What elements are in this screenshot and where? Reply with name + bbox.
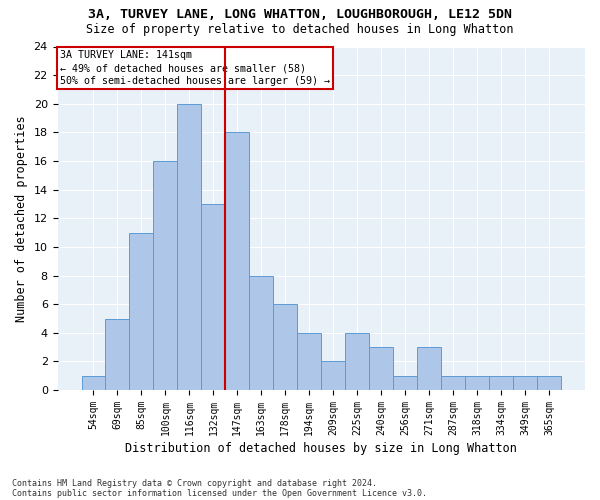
Bar	[393, 376, 417, 390]
Bar	[489, 376, 513, 390]
Bar	[154, 161, 178, 390]
Text: Size of property relative to detached houses in Long Whatton: Size of property relative to detached ho…	[86, 22, 514, 36]
Bar	[417, 347, 441, 390]
Bar	[369, 347, 393, 390]
Text: 3A TURVEY LANE: 141sqm
← 49% of detached houses are smaller (58)
50% of semi-det: 3A TURVEY LANE: 141sqm ← 49% of detached…	[60, 50, 330, 86]
X-axis label: Distribution of detached houses by size in Long Whatton: Distribution of detached houses by size …	[125, 442, 517, 455]
Bar	[226, 132, 250, 390]
Bar	[130, 232, 154, 390]
Bar	[537, 376, 561, 390]
Bar	[513, 376, 537, 390]
Y-axis label: Number of detached properties: Number of detached properties	[15, 115, 28, 322]
Bar	[465, 376, 489, 390]
Bar	[106, 318, 130, 390]
Bar	[321, 362, 345, 390]
Bar	[297, 333, 321, 390]
Bar	[202, 204, 226, 390]
Bar	[345, 333, 369, 390]
Bar	[82, 376, 106, 390]
Bar	[441, 376, 465, 390]
Text: 3A, TURVEY LANE, LONG WHATTON, LOUGHBOROUGH, LE12 5DN: 3A, TURVEY LANE, LONG WHATTON, LOUGHBORO…	[88, 8, 512, 20]
Text: Contains public sector information licensed under the Open Government Licence v3: Contains public sector information licen…	[12, 488, 427, 498]
Bar	[250, 276, 274, 390]
Bar	[178, 104, 202, 390]
Bar	[274, 304, 297, 390]
Text: Contains HM Land Registry data © Crown copyright and database right 2024.: Contains HM Land Registry data © Crown c…	[12, 478, 377, 488]
